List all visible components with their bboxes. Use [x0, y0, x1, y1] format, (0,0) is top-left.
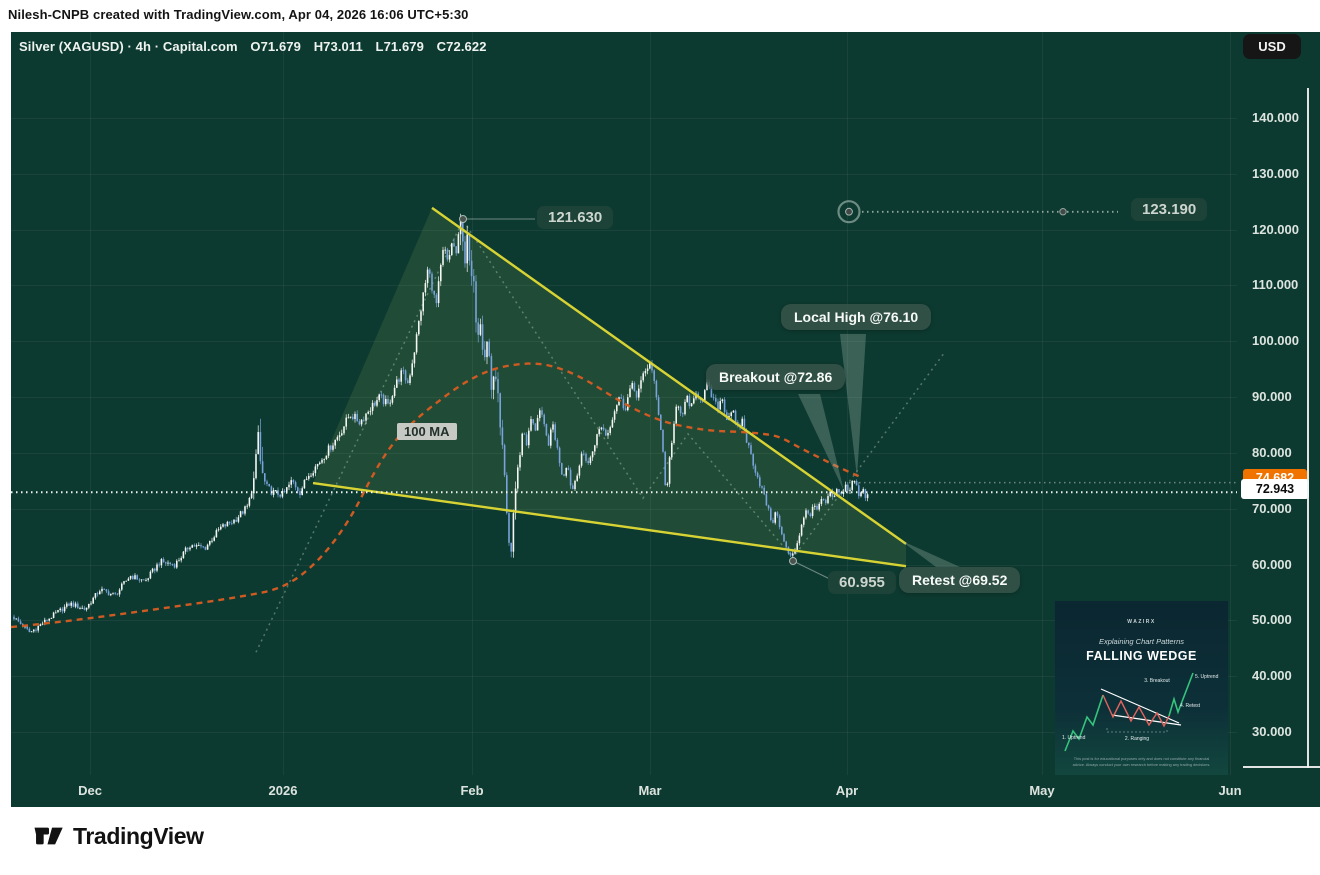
inset-label-uptrend5: 5. Uptrend — [1195, 674, 1219, 680]
time-axis-label: 2026 — [268, 783, 298, 798]
ma-label[interactable]: 100 MA — [397, 423, 457, 440]
symbol-title: Silver (XAGUSD) · 4h · Capital.com — [19, 39, 238, 54]
time-axis-label: Apr — [835, 783, 859, 798]
pane-separator-horizontal — [1243, 766, 1320, 768]
ohlc-close: C72.622 — [436, 39, 487, 54]
callout-local-high[interactable]: Local High @76.10 — [781, 304, 932, 330]
callout-breakout[interactable]: Breakout @72.86 — [706, 364, 846, 390]
inset-series-title: Explaining Chart Patterns — [1099, 637, 1184, 646]
falling-wedge-diagram: WAZIRX Explaining Chart Patterns FALLING… — [1062, 619, 1219, 767]
price-tag-target[interactable]: 123.190 — [1131, 198, 1208, 221]
price-tick-label: 100.000 — [1252, 333, 1299, 349]
price-tag-low[interactable]: 60.955 — [828, 571, 896, 594]
symbol-header[interactable]: Silver (XAGUSD) · 4h · Capital.com O71.6… — [19, 39, 496, 54]
currency-usd-button[interactable]: USD — [1243, 34, 1301, 59]
price-tick-label: 50.000 — [1252, 612, 1292, 628]
ohlc-high: H73.011 — [313, 39, 363, 54]
falling-wedge-inset-image: WAZIRX Explaining Chart Patterns FALLING… — [1055, 601, 1228, 775]
inset-label-breakout: 3. Breakout — [1144, 678, 1170, 684]
inset-disclaimer-line2: advice. Always conduct your own research… — [1073, 762, 1211, 767]
price-tick-label: 30.000 — [1252, 724, 1292, 740]
ohlc-open: O71.679 — [250, 39, 301, 54]
inset-uptrend-line — [1064, 694, 1104, 752]
price-tick-label: 110.000 — [1252, 277, 1299, 293]
price-tick-label: 130.000 — [1252, 165, 1299, 181]
inset-ranging-bracket — [1106, 728, 1168, 733]
tradingview-logo[interactable]: TradingView — [33, 822, 204, 850]
attribution-text: Nilesh-CNPB created with TradingView.com… — [8, 7, 469, 22]
time-axis-label: Mar — [638, 783, 662, 798]
inset-label-retest: 4. Retest — [1180, 703, 1201, 709]
inset-label-uptrend1: 1. Uptrend — [1062, 735, 1086, 741]
price-tag-peak[interactable]: 121.630 — [537, 206, 614, 229]
price-tick-label: 80.000 — [1252, 444, 1292, 460]
tradingview-glyph-icon — [34, 827, 63, 845]
price-tick-label: 40.000 — [1252, 668, 1292, 684]
price-tick-label: 90.000 — [1252, 389, 1292, 405]
time-axis-label: Jun — [1218, 783, 1242, 798]
tradingview-brand-text: TradingView — [73, 822, 204, 849]
time-axis-label: Feb — [460, 783, 484, 798]
price-tick-label: 70.000 — [1252, 500, 1292, 516]
price-tick-label: 120.000 — [1252, 221, 1299, 237]
inset-wedge-upper-line — [1100, 688, 1180, 724]
current-price-label[interactable]: 72.943 — [1241, 479, 1309, 499]
time-axis-label: May — [1029, 783, 1055, 798]
time-axis-label: Dec — [78, 783, 102, 798]
price-tick-label: 60.000 — [1252, 556, 1292, 572]
inset-ranging-zigzag — [1102, 694, 1170, 728]
inset-disclaimer-line1: This post is for educational purposes on… — [1074, 756, 1210, 761]
inset-title: FALLING WEDGE — [1086, 649, 1197, 663]
price-tick-label: 140.000 — [1252, 110, 1299, 125]
inset-breakout-line — [1168, 672, 1194, 717]
ohlc-low: L71.679 — [375, 39, 424, 54]
inset-label-ranging: 2. Ranging — [1125, 736, 1149, 742]
inset-logo: WAZIRX — [1127, 619, 1155, 625]
callout-retest[interactable]: Retest @69.52 — [899, 567, 1021, 593]
pane-separator-vertical — [1307, 88, 1309, 768]
